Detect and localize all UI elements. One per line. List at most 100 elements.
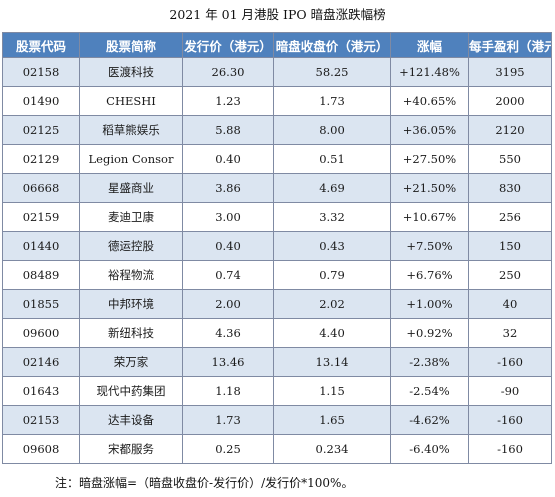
issue-price-cell: 0.25	[182, 434, 274, 464]
stock-code-cell: 02159	[2, 202, 80, 232]
stock-code-cell: 01855	[2, 289, 80, 319]
close-price-cell: 4.40	[273, 318, 391, 348]
close-price-cell: 1.15	[273, 376, 391, 406]
stock-code-cell: 09608	[2, 434, 80, 464]
profit-cell: 550	[468, 144, 552, 174]
table-row: 01440 德运控股 0.40 0.43 +7.50% 150	[2, 231, 552, 261]
change-cell: +6.76%	[390, 260, 469, 290]
change-cell: +0.92%	[390, 318, 469, 348]
change-cell: -6.40%	[390, 434, 469, 464]
profit-cell: 3195	[468, 57, 552, 87]
change-cell: +21.50%	[390, 173, 469, 203]
close-price-cell: 0.51	[273, 144, 391, 174]
stock-name-cell: 裕程物流	[79, 260, 183, 290]
ipo-table: 股票代码 股票简称 发行价（港元） 暗盘收盘价（港元） 涨幅 每手盈利（港元） …	[2, 32, 552, 464]
profit-cell: 2120	[468, 115, 552, 145]
stock-name-cell: 稻草熊娱乐	[79, 115, 183, 145]
stock-code-cell: 06668	[2, 173, 80, 203]
close-price-cell: 2.02	[273, 289, 391, 319]
profit-cell: 40	[468, 289, 552, 319]
table-row: 09608 宋都服务 0.25 0.234 -6.40% -160	[2, 434, 552, 464]
profit-cell: 256	[468, 202, 552, 232]
stock-code-cell: 09600	[2, 318, 80, 348]
issue-price-cell: 0.40	[182, 144, 274, 174]
change-cell: +40.65%	[390, 86, 469, 116]
stock-name-cell: 麦迪卫康	[79, 202, 183, 232]
change-cell: +1.00%	[390, 289, 469, 319]
issue-price-cell: 5.88	[182, 115, 274, 145]
stock-code-cell: 02129	[2, 144, 80, 174]
stock-name-cell: 宋都服务	[79, 434, 183, 464]
table-title: 2021 年 01 月港股 IPO 暗盘涨跌幅榜	[169, 7, 386, 22]
table-row: 01490 CHESHI 1.23 1.73 +40.65% 2000	[2, 86, 552, 116]
close-price-cell: 1.73	[273, 86, 391, 116]
stock-code-cell: 02125	[2, 115, 80, 145]
close-price-cell: 3.32	[273, 202, 391, 232]
close-price-cell: 0.234	[273, 434, 391, 464]
stock-name-cell: CHESHI	[79, 86, 183, 116]
profit-cell: 32	[468, 318, 552, 348]
change-cell: +36.05%	[390, 115, 469, 145]
table-row: 06668 星盛商业 3.86 4.69 +21.50% 830	[2, 173, 552, 203]
change-cell: -2.54%	[390, 376, 469, 406]
issue-price-cell: 3.00	[182, 202, 274, 232]
profit-cell: 150	[468, 231, 552, 261]
table-row: 02158 医渡科技 26.30 58.25 +121.48% 3195	[2, 57, 552, 87]
profit-cell: -90	[468, 376, 552, 406]
close-price-cell: 0.79	[273, 260, 391, 290]
stock-name-cell: 现代中药集团	[79, 376, 183, 406]
stock-name-cell: 达丰设备	[79, 405, 183, 435]
close-price-cell: 8.00	[273, 115, 391, 145]
table-row: 08489 裕程物流 0.74 0.79 +6.76% 250	[2, 260, 552, 290]
table-row: 01855 中邦环境 2.00 2.02 +1.00% 40	[2, 289, 552, 319]
stock-name-cell: 医渡科技	[79, 57, 183, 87]
table-row: 02125 稻草熊娱乐 5.88 8.00 +36.05% 2120	[2, 115, 552, 145]
change-cell: +27.50%	[390, 144, 469, 174]
table-row: 02146 荣万家 13.46 13.14 -2.38% -160	[2, 347, 552, 377]
issue-price-cell: 1.73	[182, 405, 274, 435]
header-issue-price: 发行价（港元）	[182, 32, 274, 58]
profit-cell: 2000	[468, 86, 552, 116]
header-grey-market-close: 暗盘收盘价（港元）	[273, 32, 391, 58]
stock-name-cell: 新纽科技	[79, 318, 183, 348]
change-cell: +121.48%	[390, 57, 469, 87]
change-cell: +10.67%	[390, 202, 469, 232]
close-price-cell: 13.14	[273, 347, 391, 377]
table-row: 02129 Legion Consor 0.40 0.51 +27.50% 550	[2, 144, 552, 174]
stock-code-cell: 01643	[2, 376, 80, 406]
issue-price-cell: 26.30	[182, 57, 274, 87]
issue-price-cell: 0.40	[182, 231, 274, 261]
issue-price-cell: 1.18	[182, 376, 274, 406]
stock-name-cell: 中邦环境	[79, 289, 183, 319]
profit-cell: -160	[468, 405, 552, 435]
table-row: 02159 麦迪卫康 3.00 3.32 +10.67% 256	[2, 202, 552, 232]
stock-code-cell: 02153	[2, 405, 80, 435]
table-row: 02153 达丰设备 1.73 1.65 -4.62% -160	[2, 405, 552, 435]
header-stock-name: 股票简称	[79, 32, 183, 58]
change-cell: +7.50%	[390, 231, 469, 261]
issue-price-cell: 3.86	[182, 173, 274, 203]
header-row: 股票代码 股票简称 发行价（港元） 暗盘收盘价（港元） 涨幅 每手盈利（港元）	[2, 32, 552, 58]
stock-code-cell: 01490	[2, 86, 80, 116]
profit-cell: 830	[468, 173, 552, 203]
stock-name-cell: 德运控股	[79, 231, 183, 261]
stock-name-cell: 星盛商业	[79, 173, 183, 203]
close-price-cell: 1.65	[273, 405, 391, 435]
close-price-cell: 0.43	[273, 231, 391, 261]
header-change: 涨幅	[390, 32, 469, 58]
table-row: 01643 现代中药集团 1.18 1.15 -2.54% -90	[2, 376, 552, 406]
issue-price-cell: 4.36	[182, 318, 274, 348]
issue-price-cell: 0.74	[182, 260, 274, 290]
change-cell: -2.38%	[390, 347, 469, 377]
table-row: 09600 新纽科技 4.36 4.40 +0.92% 32	[2, 318, 552, 348]
change-cell: -4.62%	[390, 405, 469, 435]
profit-cell: -160	[468, 434, 552, 464]
header-stock-code: 股票代码	[2, 32, 80, 58]
stock-code-cell: 02158	[2, 57, 80, 87]
issue-price-cell: 1.23	[182, 86, 274, 116]
profit-cell: 250	[468, 260, 552, 290]
stock-name-cell: Legion Consor	[79, 144, 183, 174]
footnote: 注：暗盘涨幅=（暗盘收盘价-发行价）/发行价*100%。	[55, 476, 354, 490]
stock-code-cell: 08489	[2, 260, 80, 290]
stock-name-cell: 荣万家	[79, 347, 183, 377]
